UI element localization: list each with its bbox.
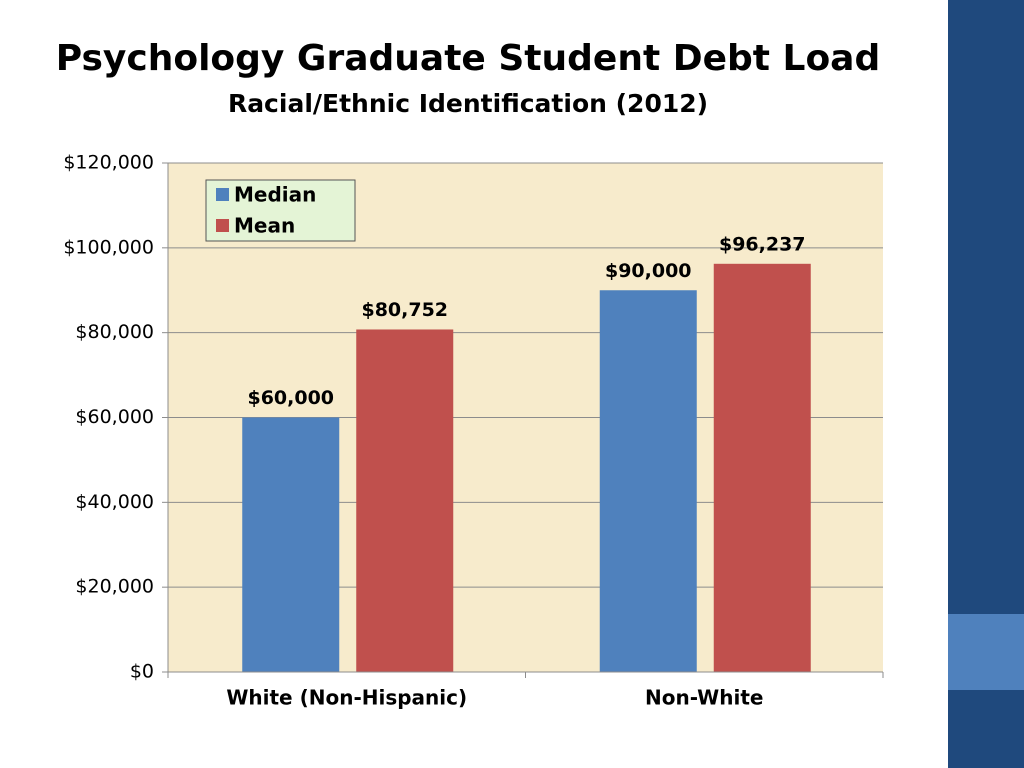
y-tick-label: $60,000 bbox=[75, 406, 154, 428]
y-tick-label: $20,000 bbox=[75, 576, 154, 598]
legend-swatch bbox=[216, 219, 229, 232]
bar bbox=[599, 290, 697, 672]
x-tick-label: Non-White bbox=[645, 686, 763, 710]
bar bbox=[713, 263, 811, 672]
chart-subtitle: Racial/Ethnic Identification (2012) bbox=[228, 89, 708, 118]
y-tick-label: $120,000 bbox=[63, 152, 154, 174]
data-label: $80,752 bbox=[361, 299, 448, 321]
data-label: $90,000 bbox=[605, 260, 692, 282]
legend-label: Mean bbox=[234, 214, 295, 238]
y-tick-label: $100,000 bbox=[63, 236, 154, 258]
x-tick-label: White (Non-Hispanic) bbox=[226, 686, 467, 710]
y-tick-label: $0 bbox=[130, 661, 154, 683]
data-label: $60,000 bbox=[247, 387, 334, 409]
bar bbox=[242, 417, 340, 672]
data-label: $96,237 bbox=[719, 233, 806, 255]
legend-swatch bbox=[216, 188, 229, 201]
y-tick-label: $80,000 bbox=[75, 321, 154, 343]
sidebar-accent bbox=[948, 614, 1024, 690]
legend-label: Median bbox=[234, 183, 316, 207]
bar bbox=[356, 329, 454, 672]
legend-box bbox=[205, 179, 356, 242]
chart-title: Psychology Graduate Student Debt Load bbox=[56, 38, 881, 79]
y-tick-label: $40,000 bbox=[75, 491, 154, 513]
